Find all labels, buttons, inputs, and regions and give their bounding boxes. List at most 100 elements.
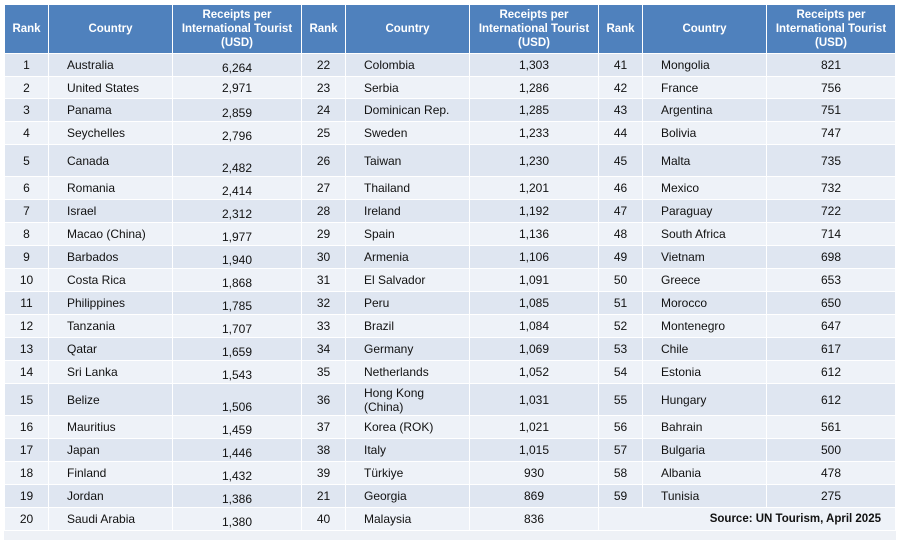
country-cell: Bulgaria	[642, 438, 767, 462]
receipts-cell: 821	[766, 53, 896, 77]
receipts-cell: 698	[766, 245, 896, 269]
table-row: 9 Barbados 1,940 30 Armenia 1,106 49 Vietnam 698	[4, 245, 896, 269]
receipts-cell: 1,085	[469, 291, 599, 315]
rank-cell: 54	[598, 360, 643, 384]
receipts-cell: 6,264	[172, 53, 302, 77]
rank-cell: 50	[598, 268, 643, 292]
source-note: Source: UN Tourism, April 2025	[598, 507, 896, 531]
country-cell: Estonia	[642, 360, 767, 384]
rank-cell: 47	[598, 199, 643, 223]
rank-cell: 8	[4, 222, 49, 246]
country-cell: Albania	[642, 461, 767, 485]
rank-cell: 40	[301, 507, 346, 531]
country-cell: Morocco	[642, 291, 767, 315]
table-row: 16 Mauritius 1,459 37 Korea (ROK) 1,021 56 Bahr…	[4, 415, 896, 439]
receipts-header: Receipts per International Tourist (USD)	[469, 4, 599, 54]
rank-cell: 23	[301, 76, 346, 99]
country-cell: Panama	[48, 98, 173, 122]
country-cell: Malta	[642, 144, 767, 177]
table-row: 18 Finland 1,432 39 Türkiye 930 58 Albania 478	[4, 461, 896, 485]
receipts-cell: 1,015	[469, 438, 599, 462]
tourism-receipts-table: Rank Country Receipts per International …	[4, 4, 896, 531]
receipts-cell: 1,201	[469, 176, 599, 200]
rank-cell: 53	[598, 337, 643, 361]
rank-cell: 1	[4, 53, 49, 77]
receipts-cell: 836	[469, 507, 599, 531]
rank-cell: 37	[301, 415, 346, 439]
rank-cell: 19	[4, 484, 49, 508]
country-cell: Macao (China)	[48, 222, 173, 246]
country-cell: Italy	[345, 438, 470, 462]
table-row: 5 Canada 2,482 26 Taiwan 1,230 45 Malta 735	[4, 144, 896, 177]
country-cell: Brazil	[345, 314, 470, 338]
rank-cell: 35	[301, 360, 346, 384]
country-cell: Thailand	[345, 176, 470, 200]
rank-cell: 32	[301, 291, 346, 315]
receipts-cell: 1,977	[172, 222, 302, 246]
country-cell: Spain	[345, 222, 470, 246]
table-row: 8 Macao (China) 1,977 29 Spain 1,136 48 South A…	[4, 222, 896, 246]
receipts-cell: 2,482	[172, 144, 302, 177]
rank-cell: 45	[598, 144, 643, 177]
rank-cell: 20	[4, 507, 49, 531]
receipts-cell: 1,286	[469, 76, 599, 99]
rank-cell: 56	[598, 415, 643, 439]
rank-cell: 29	[301, 222, 346, 246]
rank-cell: 10	[4, 268, 49, 292]
country-cell: Seychelles	[48, 121, 173, 145]
rank-cell: 59	[598, 484, 643, 508]
country-cell: Belize	[48, 383, 173, 416]
receipts-cell: 2,414	[172, 176, 302, 200]
country-header: Country	[48, 4, 173, 54]
rank-cell: 25	[301, 121, 346, 145]
country-cell: Hong Kong (China)	[345, 383, 470, 416]
table-row: 4 Seychelles 2,796 25 Sweden 1,233 44 Bolivia 74…	[4, 121, 896, 145]
country-cell: Hungary	[642, 383, 767, 416]
rank-cell: 42	[598, 76, 643, 99]
rank-cell: 14	[4, 360, 49, 384]
rank-cell: 38	[301, 438, 346, 462]
country-cell: Mauritius	[48, 415, 173, 439]
country-cell: El Salvador	[345, 268, 470, 292]
country-cell: Qatar	[48, 337, 173, 361]
country-cell: Saudi Arabia	[48, 507, 173, 531]
rank-cell: 12	[4, 314, 49, 338]
country-cell: Israel	[48, 199, 173, 223]
rank-cell: 48	[598, 222, 643, 246]
country-cell: Australia	[48, 53, 173, 77]
rank-cell: 7	[4, 199, 49, 223]
receipts-cell: 1,136	[469, 222, 599, 246]
receipts-cell: 1,785	[172, 291, 302, 315]
country-cell: Serbia	[345, 76, 470, 99]
receipts-cell: 1,031	[469, 383, 599, 416]
receipts-cell: 2,859	[172, 98, 302, 122]
receipts-cell: 561	[766, 415, 896, 439]
country-header: Country	[345, 4, 470, 54]
table-row: 20 Saudi Arabia 1,380 40 Malaysia 836 Source: …	[4, 507, 896, 531]
header-row: Rank Country Receipts per International …	[4, 4, 896, 54]
receipts-cell: 1,069	[469, 337, 599, 361]
country-cell: South Africa	[642, 222, 767, 246]
receipts-cell: 1,543	[172, 360, 302, 384]
rank-cell: 44	[598, 121, 643, 145]
rank-cell: 27	[301, 176, 346, 200]
country-cell: Chile	[642, 337, 767, 361]
rank-cell: 13	[4, 337, 49, 361]
receipts-cell: 2,312	[172, 199, 302, 223]
rank-cell: 34	[301, 337, 346, 361]
table-row: 7 Israel 2,312 28 Ireland 1,192 47 Paraguay 722	[4, 199, 896, 223]
receipts-cell: 1,052	[469, 360, 599, 384]
receipts-cell: 500	[766, 438, 896, 462]
receipts-cell: 1,084	[469, 314, 599, 338]
receipts-cell: 1,230	[469, 144, 599, 177]
country-cell: Romania	[48, 176, 173, 200]
rank-cell: 41	[598, 53, 643, 77]
country-cell: Peru	[345, 291, 470, 315]
rank-cell: 17	[4, 438, 49, 462]
country-cell: Mongolia	[642, 53, 767, 77]
country-cell: Mexico	[642, 176, 767, 200]
rank-cell: 9	[4, 245, 49, 269]
receipts-cell: 1,303	[469, 53, 599, 77]
country-cell: Bolivia	[642, 121, 767, 145]
country-cell: United States	[48, 76, 173, 99]
